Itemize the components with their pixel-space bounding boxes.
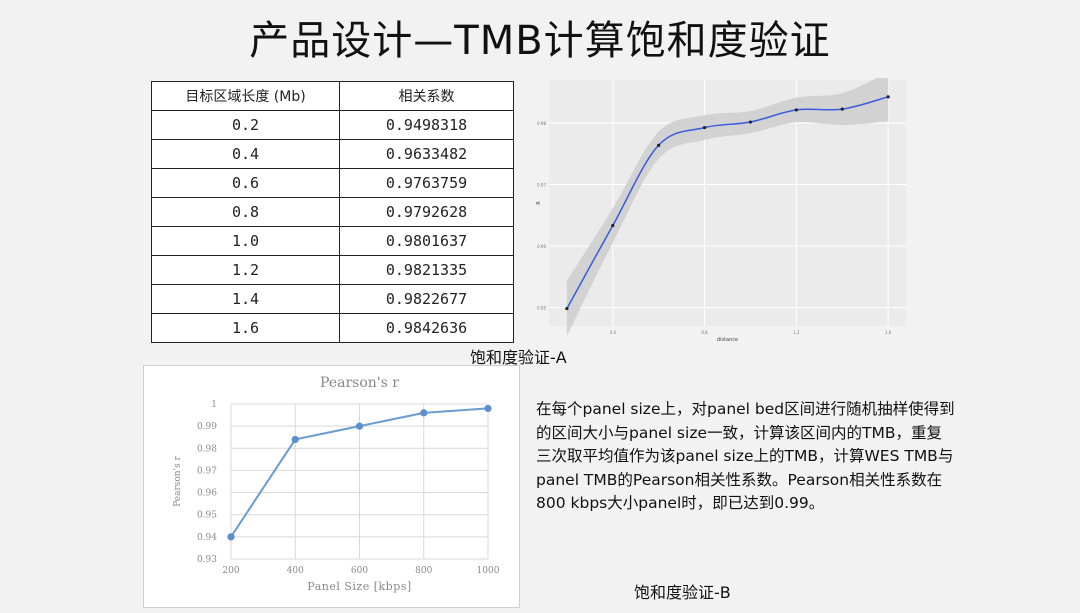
y-tick-label: 0.98 [197,444,217,454]
confidence-band [566,78,889,337]
data-point [748,120,753,124]
y-axis-label: R [536,201,542,205]
data-point [840,107,844,111]
correlation-cell: 0.9842636 [339,313,514,343]
x-tick-label: 1.6 [885,330,892,335]
chart-b-panel: 0.93 0.94 0.95 0.96 0.97 0.98 0.99 1 200 400 600 80… [143,365,520,608]
table-row: 0.8 0.9792628 [151,197,514,227]
correlation-table: 目标区域长度 (Mb) 相关系数 0.2 0.9498318 0.4 0.96334… [151,81,514,343]
y-tick-label: 1 [211,400,217,410]
x-axis-label: distance [717,337,738,343]
data-point [611,223,615,228]
region-length-cell: 1.6 [151,313,340,343]
x-tick-label: 1000 [477,566,500,576]
table-row: 1.4 0.9822677 [151,284,514,314]
data-point [702,125,707,130]
y-tick-label: 0.99 [197,422,217,432]
table-header-row: 目标区域长度 (Mb) 相关系数 [151,81,514,111]
data-point [565,306,569,311]
x-axis-label: Panel Size [kbps] [307,580,411,593]
x-tick-label: 1.2 [793,330,800,335]
region-length-cell: 1.4 [151,284,340,314]
y-tick-label: 0.95 [197,511,217,521]
x-tick-label: 0.4 [610,330,617,335]
y-tick-label: 0.97 [197,466,217,476]
column-header-region-length: 目标区域长度 (Mb) [151,81,340,111]
data-point [794,108,798,112]
data-point [355,422,364,430]
region-length-cell: 0.4 [151,139,340,169]
y-tick-label: 0.98 [537,121,546,126]
region-length-cell: 1.2 [151,255,340,285]
table-row: 1.2 0.9821335 [151,255,514,285]
y-tick-label: 0.97 [537,183,546,188]
y-axis-label: Pearson's r [173,455,183,506]
correlation-cell: 0.9792628 [339,197,514,227]
correlation-cell: 0.9801637 [339,226,514,256]
x-tick-label: 0.8 [701,330,708,335]
y-tick-label: 0.95 [537,306,546,311]
correlation-cell: 0.9633482 [339,139,514,169]
region-length-cell: 0.6 [151,168,340,198]
column-header-correlation: 相关系数 [339,81,514,111]
page-title: 产品设计—TMB计算饱和度验证 [249,18,831,64]
data-point [657,143,661,147]
saturation-chart-b: 0.93 0.94 0.95 0.96 0.97 0.98 0.99 1 200 400 600 80… [173,375,500,593]
correlation-cell: 0.9822677 [339,284,514,314]
data-point [227,533,235,541]
table-row: 0.6 0.9763759 [151,168,514,198]
x-tick-label: 600 [351,566,368,576]
correlation-cell: 0.9763759 [339,168,514,198]
data-point [484,404,492,413]
region-length-cell: 1.0 [151,226,340,256]
x-tick-label: 800 [415,566,432,576]
chart-title: Pearson's r [320,375,399,391]
caption-a: 饱和度验证-A [470,348,567,367]
data-point [420,409,428,417]
y-tick-label: 0.94 [197,533,217,543]
caption-b: 饱和度验证-B [634,583,731,602]
data-point [886,95,890,99]
table-row: 1.6 0.9842636 [151,313,514,343]
region-length-cell: 0.2 [151,110,340,140]
x-tick-label: 200 [222,566,239,576]
method-description: 在每个panel size上，对panel bed区间进行随机抽样使得到的区间大… [536,400,955,512]
region-length-cell: 0.8 [151,197,340,227]
table-row: 1.0 0.9801637 [151,226,514,256]
table-row: 0.4 0.9633482 [151,139,514,169]
table-row: 0.2 0.9498318 [151,110,514,140]
correlation-cell: 0.9821335 [339,255,514,285]
y-tick-label: 0.96 [197,489,217,499]
x-tick-label: 400 [287,566,304,576]
y-tick-label: 0.93 [197,555,217,565]
y-tick-label: 0.96 [537,244,546,249]
saturation-chart-a: 0.95 0.96 0.97 0.98 0.4 0.8 1.2 1.6 distance R [536,78,906,343]
data-point [291,435,299,444]
correlation-cell: 0.9498318 [339,110,514,140]
